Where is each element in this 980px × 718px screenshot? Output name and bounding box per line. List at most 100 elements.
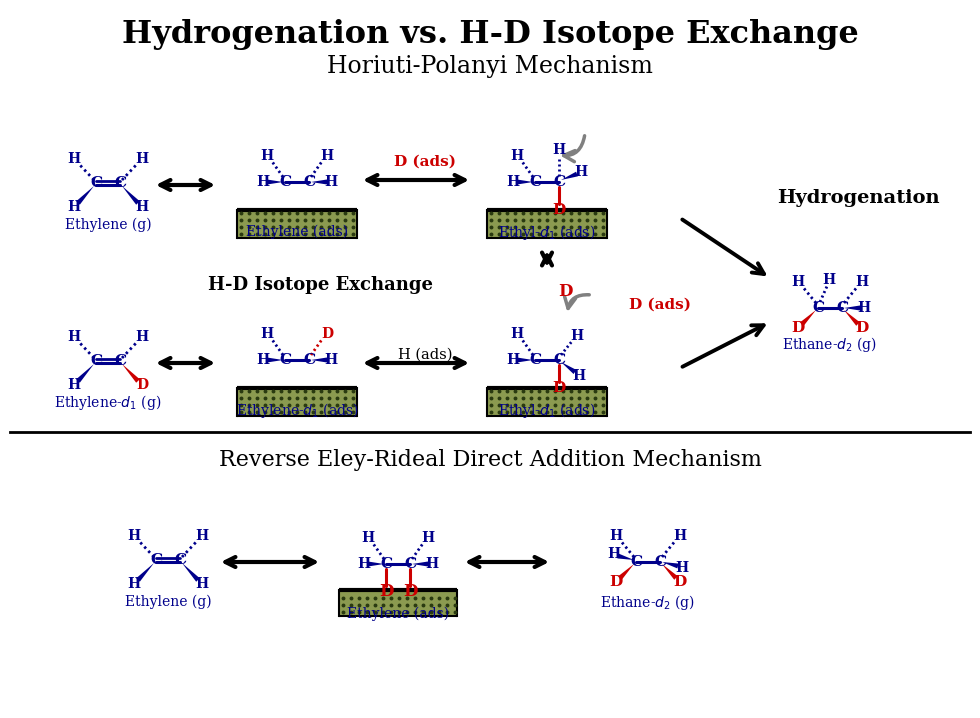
Text: D: D bbox=[673, 575, 687, 589]
Bar bbox=[487, 210, 607, 238]
Text: Ethyl-$d_1$ (ads): Ethyl-$d_1$ (ads) bbox=[499, 401, 596, 419]
Text: D: D bbox=[553, 381, 565, 395]
Text: C: C bbox=[654, 555, 666, 569]
Polygon shape bbox=[267, 180, 283, 185]
Text: H: H bbox=[127, 529, 140, 543]
Text: H: H bbox=[822, 273, 836, 287]
FancyArrowPatch shape bbox=[564, 136, 585, 162]
Text: H: H bbox=[608, 547, 620, 561]
Text: H: H bbox=[511, 149, 523, 163]
Polygon shape bbox=[76, 364, 94, 383]
Text: C: C bbox=[529, 353, 541, 367]
Text: Hydrogenation: Hydrogenation bbox=[777, 189, 939, 207]
Polygon shape bbox=[136, 563, 154, 582]
Polygon shape bbox=[517, 358, 533, 363]
Text: H: H bbox=[127, 577, 140, 591]
Text: Ethane-$d_2$ (g): Ethane-$d_2$ (g) bbox=[782, 335, 877, 355]
Text: H: H bbox=[324, 175, 337, 189]
Text: D: D bbox=[553, 203, 565, 217]
Text: H: H bbox=[856, 275, 868, 289]
Text: H: H bbox=[68, 200, 80, 214]
Text: C: C bbox=[114, 354, 126, 368]
Text: C: C bbox=[173, 553, 186, 567]
Text: H: H bbox=[421, 531, 434, 545]
Text: Ethylene-$d_1$ (ads): Ethylene-$d_1$ (ads) bbox=[235, 401, 359, 419]
Text: D: D bbox=[856, 321, 868, 335]
Text: H: H bbox=[362, 531, 374, 545]
Polygon shape bbox=[76, 186, 94, 205]
Text: H: H bbox=[195, 577, 209, 591]
Text: D: D bbox=[558, 284, 572, 301]
Polygon shape bbox=[182, 563, 200, 582]
Text: H: H bbox=[195, 529, 209, 543]
Text: Horiuti-Polanyi Mechanism: Horiuti-Polanyi Mechanism bbox=[327, 55, 653, 78]
Text: H-D Isotope Exchange: H-D Isotope Exchange bbox=[208, 276, 432, 294]
Text: Ethylene (g): Ethylene (g) bbox=[65, 218, 151, 232]
Text: C: C bbox=[90, 176, 102, 190]
Polygon shape bbox=[561, 172, 578, 180]
Polygon shape bbox=[662, 562, 678, 569]
Text: H: H bbox=[425, 557, 439, 571]
Text: C: C bbox=[303, 175, 315, 189]
Text: D: D bbox=[792, 321, 805, 335]
Text: Ethane-$d_2$ (g): Ethane-$d_2$ (g) bbox=[601, 592, 696, 612]
Text: C: C bbox=[380, 557, 392, 571]
Polygon shape bbox=[311, 180, 327, 185]
Text: C: C bbox=[90, 354, 102, 368]
Text: C: C bbox=[553, 353, 565, 367]
Text: C: C bbox=[553, 175, 565, 189]
Text: C: C bbox=[114, 176, 126, 190]
Text: Hydrogenation vs. H-D Isotope Exchange: Hydrogenation vs. H-D Isotope Exchange bbox=[122, 19, 858, 50]
Polygon shape bbox=[412, 561, 428, 567]
Text: D: D bbox=[378, 584, 393, 600]
Text: H: H bbox=[257, 175, 270, 189]
Text: C: C bbox=[529, 175, 541, 189]
Text: D: D bbox=[403, 584, 417, 600]
Text: H: H bbox=[673, 529, 687, 543]
Text: Ethylene (ads): Ethylene (ads) bbox=[347, 607, 449, 621]
Text: H: H bbox=[792, 275, 805, 289]
Text: C: C bbox=[150, 553, 162, 567]
Text: C: C bbox=[279, 175, 291, 189]
Polygon shape bbox=[662, 564, 678, 579]
Polygon shape bbox=[617, 554, 634, 560]
FancyArrowPatch shape bbox=[564, 295, 589, 309]
Text: H: H bbox=[135, 200, 149, 214]
Text: C: C bbox=[279, 353, 291, 367]
Text: H: H bbox=[511, 327, 523, 341]
Polygon shape bbox=[561, 362, 576, 374]
Text: H: H bbox=[570, 329, 583, 343]
Text: Reverse Eley-Rideal Direct Addition Mechanism: Reverse Eley-Rideal Direct Addition Mech… bbox=[219, 449, 761, 471]
Text: H: H bbox=[858, 301, 870, 315]
Polygon shape bbox=[844, 305, 860, 310]
Text: H: H bbox=[324, 353, 337, 367]
Polygon shape bbox=[618, 564, 634, 579]
Polygon shape bbox=[801, 310, 816, 326]
Text: H: H bbox=[68, 152, 80, 166]
Text: H: H bbox=[135, 330, 149, 344]
Bar bbox=[237, 210, 357, 238]
Text: Ethylene (ads): Ethylene (ads) bbox=[246, 225, 348, 239]
Polygon shape bbox=[844, 310, 859, 326]
Polygon shape bbox=[267, 358, 283, 363]
Text: H: H bbox=[610, 529, 622, 543]
Text: H: H bbox=[135, 152, 149, 166]
Text: H: H bbox=[68, 330, 80, 344]
Text: H: H bbox=[320, 149, 333, 163]
Text: C: C bbox=[303, 353, 315, 367]
Bar bbox=[339, 590, 457, 616]
Polygon shape bbox=[122, 364, 140, 383]
Text: H: H bbox=[261, 327, 273, 341]
Text: H: H bbox=[358, 557, 370, 571]
Text: Ethyl-$d_1$ (ads): Ethyl-$d_1$ (ads) bbox=[499, 223, 596, 241]
Text: C: C bbox=[630, 555, 642, 569]
Text: H: H bbox=[261, 149, 273, 163]
Text: C: C bbox=[404, 557, 416, 571]
Text: D: D bbox=[320, 327, 333, 341]
Text: H: H bbox=[553, 143, 565, 157]
Text: D (ads): D (ads) bbox=[394, 155, 456, 169]
Polygon shape bbox=[311, 358, 327, 363]
Polygon shape bbox=[368, 561, 384, 567]
Text: D (ads): D (ads) bbox=[629, 298, 691, 312]
Text: H: H bbox=[68, 378, 80, 392]
